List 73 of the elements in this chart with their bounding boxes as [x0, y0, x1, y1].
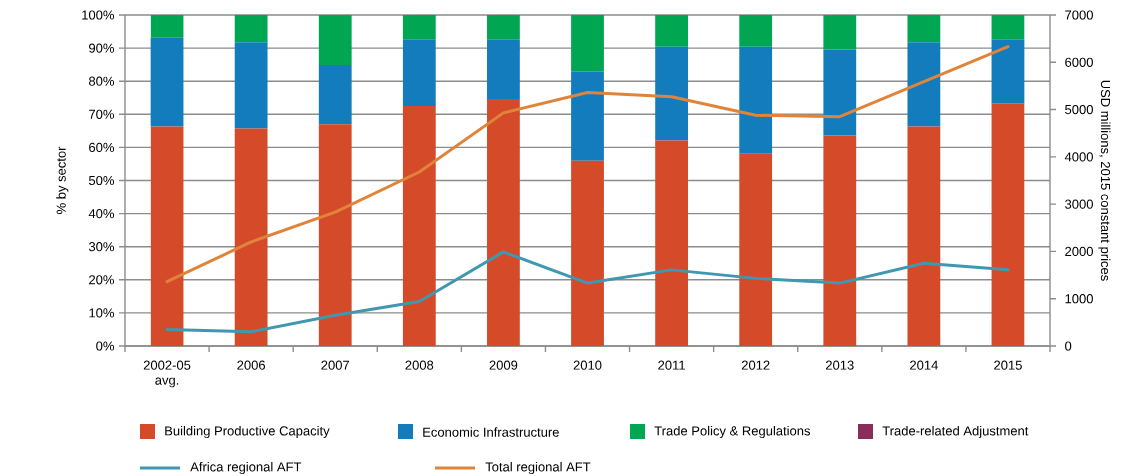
x-tick-label: 2013	[825, 360, 854, 370]
y-tick-label: 90%	[89, 43, 115, 53]
x-tick-label: 2012	[741, 360, 770, 370]
y2-tick-label: 7000	[1065, 10, 1093, 20]
bar	[739, 153, 773, 346]
x-tick-label: 2010	[573, 360, 602, 370]
y2-axis-title: USD millions, 2015 constant prices	[1098, 80, 1111, 281]
bar	[571, 71, 604, 161]
bar	[234, 14, 268, 43]
bar	[234, 128, 268, 346]
bar	[571, 160, 604, 346]
y2-tick-label: 5000	[1065, 104, 1093, 115]
x-tick-label: 2006	[237, 360, 266, 370]
x-tick-label: 2011	[658, 360, 685, 370]
bar	[402, 106, 436, 346]
bar	[739, 14, 773, 47]
bar	[318, 64, 352, 125]
x-tick-label: 2007	[321, 360, 350, 370]
bar	[487, 99, 520, 346]
bar	[991, 39, 1025, 104]
bar	[318, 124, 352, 346]
y-tick-label: 0%	[96, 341, 115, 351]
bar	[991, 14, 1025, 40]
line-series	[165, 250, 1010, 334]
y-tick-label: 60%	[89, 142, 115, 152]
bar	[823, 14, 857, 50]
y-tick-label: 10%	[89, 308, 115, 318]
y-tick-label: 100%	[82, 10, 115, 20]
bar	[234, 42, 268, 129]
y-tick-label: 30%	[88, 242, 115, 252]
y2-tick-label: 0	[1065, 341, 1072, 351]
line-series	[165, 45, 1010, 284]
bar	[991, 103, 1025, 346]
bar	[150, 126, 184, 346]
bar	[823, 135, 857, 346]
x-tick-label: 2002-05 avg.	[143, 360, 191, 388]
y2-tick-label: 2000	[1065, 246, 1093, 257]
y-tick-label: 20%	[89, 275, 115, 285]
bar	[150, 37, 184, 127]
x-tick-label: 2014	[910, 360, 938, 370]
y2-tick-label: 1000	[1065, 294, 1093, 304]
x-tick-label: 2009	[489, 360, 518, 370]
bar	[907, 14, 941, 43]
bar	[655, 14, 688, 47]
bar	[318, 14, 352, 65]
y2-tick-label: 4000	[1064, 152, 1093, 162]
bar	[571, 14, 604, 72]
y-tick-label: 70%	[89, 109, 115, 119]
y-tick-label: 50%	[88, 175, 115, 186]
bar	[655, 140, 688, 346]
bar	[150, 14, 184, 38]
legend-label: Economic Infrastructure	[423, 427, 559, 437]
y2-tick-label: 3000	[1065, 199, 1093, 209]
y-tick-label: 80%	[89, 76, 115, 86]
y-axis-title: % by sector	[56, 146, 69, 214]
legend-label: Total regional AFT	[485, 461, 591, 475]
x-tick-label: 2015	[994, 360, 1022, 370]
bar	[487, 39, 520, 100]
legend-label: Building Productive Capacity	[165, 425, 330, 439]
bar	[907, 126, 941, 346]
y-tick-label: 40%	[88, 208, 115, 219]
bar	[655, 46, 688, 141]
x-tick-label: 2008	[405, 360, 434, 370]
bar	[907, 42, 941, 127]
legend-label: Trade-related Adjustment	[882, 425, 1029, 439]
bar	[402, 39, 436, 107]
bar	[402, 14, 436, 40]
bar	[823, 49, 857, 136]
legend-label: Trade Policy & Regulations	[654, 425, 811, 439]
legend-label: Africa regional AFT	[190, 461, 302, 475]
bar	[739, 46, 773, 154]
y2-tick-label: 6000	[1065, 57, 1093, 67]
bar	[487, 14, 520, 40]
